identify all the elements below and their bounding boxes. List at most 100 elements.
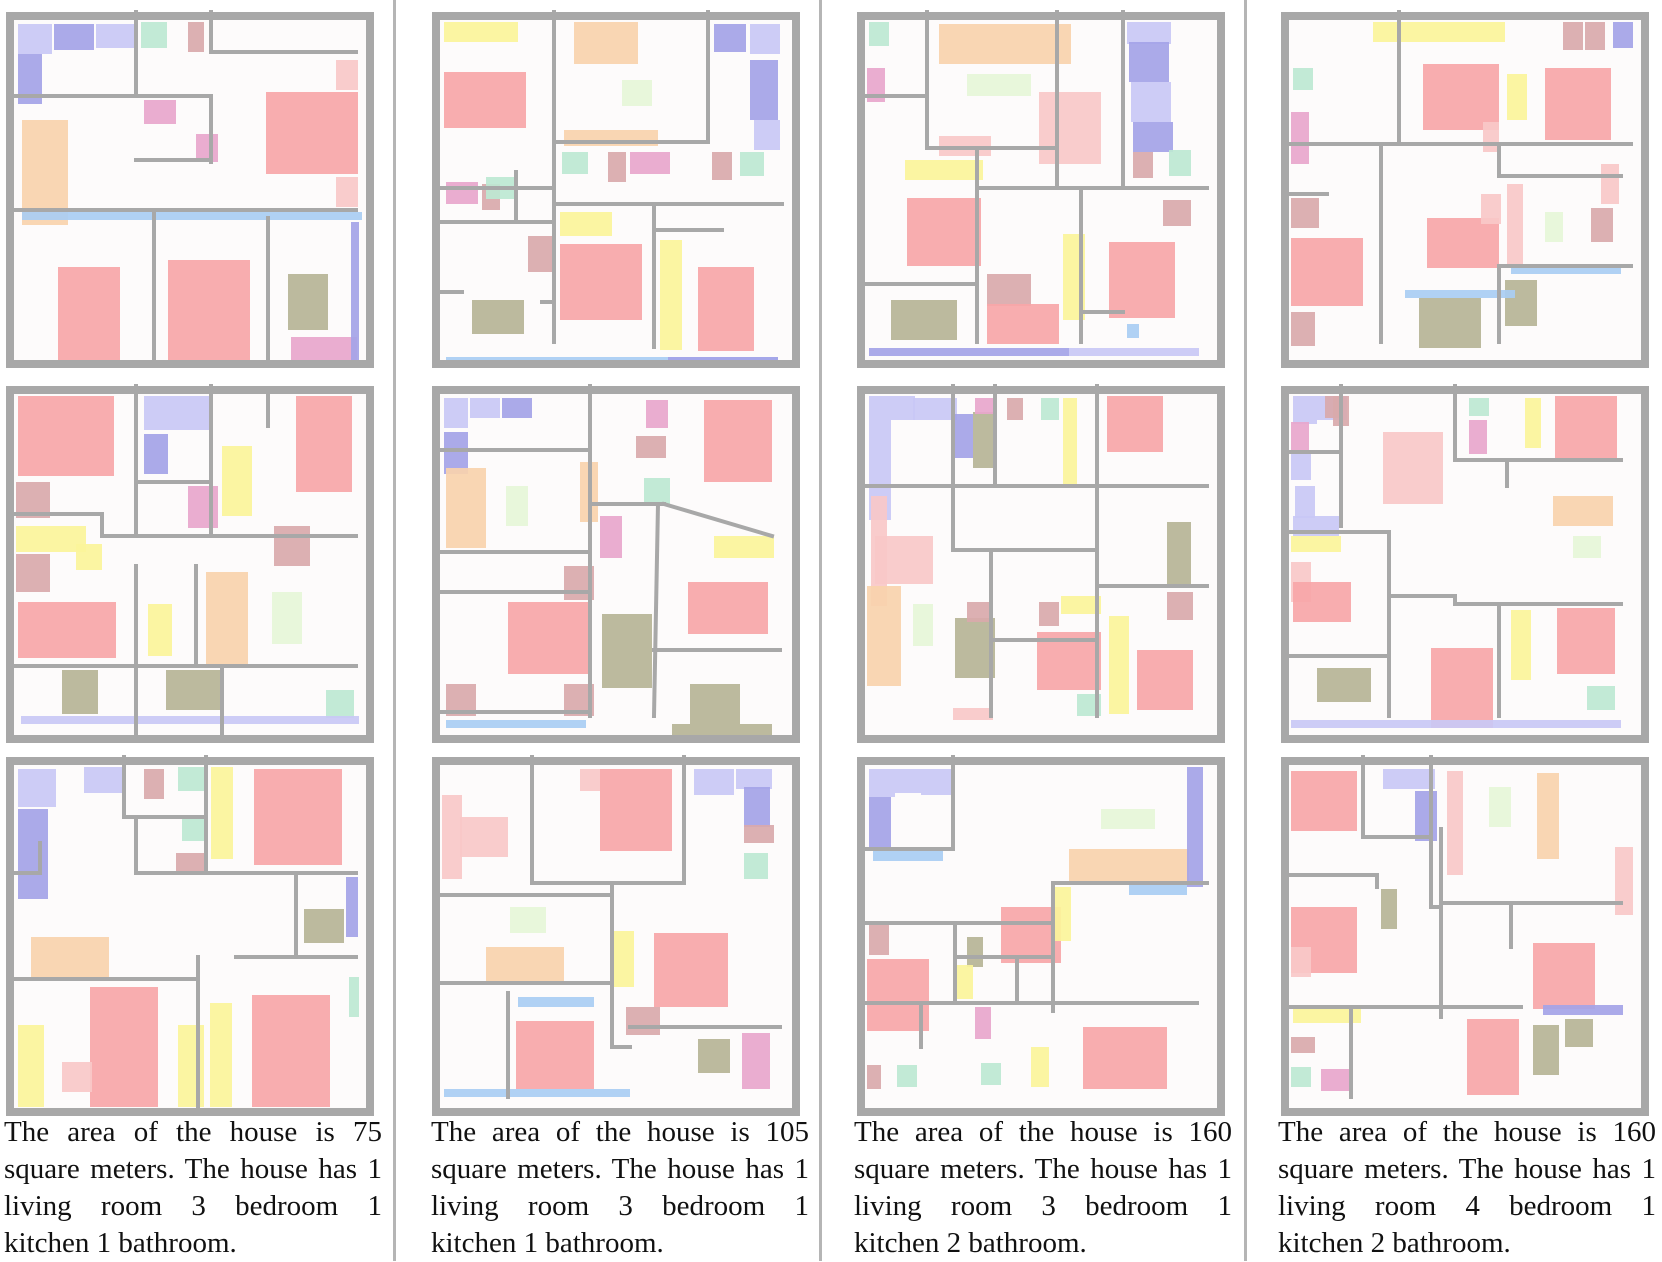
furniture-sink-green <box>740 152 764 176</box>
furniture-cabinet-mauve <box>1291 1037 1315 1053</box>
furniture-bed <box>1555 396 1617 462</box>
furniture-cabinet-mauve <box>188 22 204 52</box>
furniture-closet-lavender <box>144 396 212 430</box>
floor-plan-panel-c2-r1 <box>432 10 800 368</box>
furniture-rug-green <box>913 604 933 646</box>
furniture-rug-green <box>1545 212 1563 242</box>
furniture-closet-blue <box>869 348 1069 356</box>
floor-plan-panel-c2-r3 <box>432 755 800 1116</box>
floor-plan-panel-c1-r1 <box>6 10 374 368</box>
furniture-bed <box>654 933 728 1007</box>
furniture-bed <box>1467 1019 1519 1095</box>
furniture-closet-blue <box>444 432 468 474</box>
furniture-cabinet-mauve <box>1291 312 1315 346</box>
furniture-table-olive <box>62 670 98 714</box>
furniture-window-blue <box>446 720 586 728</box>
furniture-bed-light <box>62 1062 92 1092</box>
furniture-closet-blue <box>1133 122 1173 152</box>
furniture-bed-light <box>1615 847 1633 915</box>
furniture-sink-green <box>1041 398 1059 420</box>
furniture-sink-green <box>897 1065 917 1087</box>
furniture-sofa <box>206 572 248 668</box>
floor-plan-panel-c3-r1 <box>857 10 1225 368</box>
furniture-closet-blue <box>1415 791 1437 841</box>
furniture-table-olive <box>288 274 328 330</box>
furniture-toilet-pink <box>446 182 478 204</box>
furniture-bed <box>1545 68 1611 140</box>
furniture-sink-green <box>326 690 354 718</box>
furniture-bed <box>1107 396 1163 452</box>
furniture-cabinet-mauve <box>528 236 554 272</box>
furniture-toilet-pink <box>975 1007 991 1039</box>
furniture-bed-light <box>875 536 933 584</box>
furniture-bed <box>1533 943 1595 1009</box>
furniture-cabinet-mauve <box>967 602 993 622</box>
exterior-wall <box>1281 386 1649 743</box>
furniture-bed <box>688 582 768 634</box>
furniture-bed-light <box>1483 122 1499 152</box>
furniture-table-olive <box>1419 298 1481 348</box>
furniture-closet-blue <box>502 398 532 418</box>
furniture-cabinet-mauve <box>1563 22 1583 50</box>
furniture-sofa <box>1069 849 1189 881</box>
furniture-table-olive <box>1381 889 1397 929</box>
exterior-wall <box>857 757 1225 1116</box>
furniture-closet-lavender <box>1291 720 1621 728</box>
furniture-cabinet-mauve <box>274 526 310 566</box>
furniture-closet-lavender <box>913 398 957 420</box>
furniture-sink-green <box>178 767 204 791</box>
furniture-sink-green <box>141 22 167 48</box>
interior-wall <box>651 501 661 719</box>
furniture-rug-green <box>622 80 652 106</box>
column-divider-1 <box>393 0 396 1261</box>
furniture-cabinet-mauve <box>869 925 889 955</box>
furniture-table-olive <box>698 1039 730 1073</box>
floor-plan-panel-c4-r3 <box>1281 755 1649 1116</box>
furniture-cabinet-mauve <box>608 152 626 182</box>
furniture-rug-green <box>272 592 302 644</box>
furniture-closet-lavender <box>869 420 891 520</box>
furniture-desk <box>1373 22 1505 42</box>
furniture-sofa <box>867 586 901 686</box>
furniture-closet-lavender <box>750 24 780 54</box>
furniture-sink-green <box>1293 68 1313 90</box>
furniture-closet-lavender <box>18 769 56 807</box>
furniture-closet-blue <box>144 434 168 474</box>
furniture-rug-green <box>506 486 528 526</box>
furniture-cabinet-mauve <box>1163 200 1191 226</box>
furniture-toilet-pink <box>742 1033 770 1089</box>
furniture-bed <box>1083 1027 1167 1089</box>
floor-plan-panel-c3-r2 <box>857 384 1225 743</box>
furniture-table-olive <box>304 909 344 943</box>
interior-wall <box>661 501 775 539</box>
furniture-sofa <box>22 120 68 225</box>
furniture-closet-blue <box>869 797 891 847</box>
furniture-cabinet-mauve <box>176 853 204 873</box>
furniture-bed-light <box>1601 164 1619 204</box>
furniture-bed-light <box>336 60 358 90</box>
furniture-bed <box>600 769 672 851</box>
furniture-desk <box>1063 398 1077 488</box>
furniture-closet-lavender <box>869 396 915 420</box>
furniture-desk <box>148 604 172 656</box>
exterior-wall <box>857 12 1225 368</box>
furniture-bed-light <box>1507 184 1523 266</box>
furniture-desk <box>905 160 983 180</box>
furniture-cabinet-mauve <box>636 436 666 458</box>
furniture-desk <box>953 965 973 999</box>
column-divider-2 <box>819 0 822 1261</box>
furniture-closet-lavender <box>869 769 895 797</box>
furniture-closet-lavender <box>754 120 780 150</box>
furniture-bed <box>867 959 929 1031</box>
exterior-wall <box>432 12 800 368</box>
furniture-window-blue <box>444 1089 630 1097</box>
furniture-sofa <box>1537 773 1559 859</box>
exterior-wall <box>6 386 374 743</box>
furniture-table-olive <box>472 300 524 334</box>
furniture-sofa <box>574 22 638 64</box>
furniture-bed <box>1293 582 1351 622</box>
furniture-closet-blue <box>750 60 778 120</box>
furniture-desk <box>18 1025 44 1107</box>
furniture-bed <box>1109 242 1175 318</box>
furniture-window-blue <box>1511 266 1621 274</box>
